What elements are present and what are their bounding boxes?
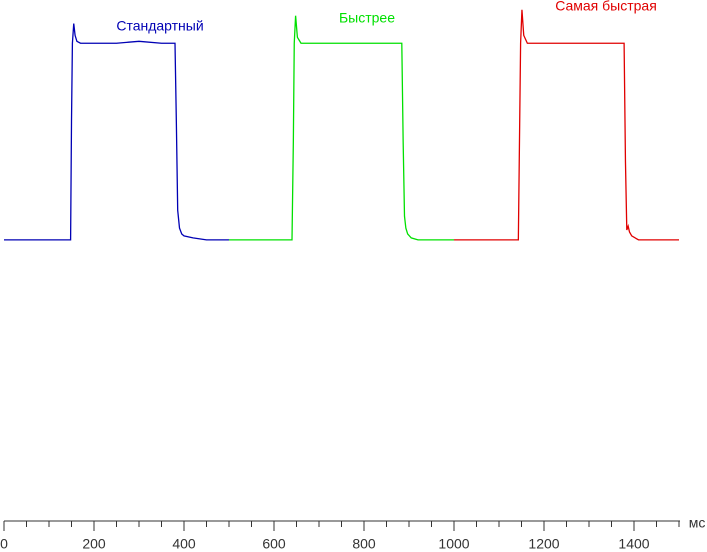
x-tick-label: 1000 xyxy=(438,536,469,552)
series-label: Самая быстрая xyxy=(555,0,657,14)
series-label: Стандартный xyxy=(116,18,203,34)
x-tick-label: 0 xyxy=(0,536,8,552)
x-tick-label: 800 xyxy=(352,536,376,552)
x-tick-label: 400 xyxy=(172,536,196,552)
x-axis-label: мс xyxy=(689,515,706,531)
x-tick-label: 1200 xyxy=(528,536,559,552)
series-line xyxy=(4,23,229,241)
x-tick-label: 200 xyxy=(82,536,106,552)
x-tick-label: 600 xyxy=(262,536,286,552)
x-tick-label: 1400 xyxy=(618,536,649,552)
series-label: Быстрее xyxy=(339,10,395,26)
series-line xyxy=(229,15,454,241)
series-line xyxy=(454,9,679,241)
